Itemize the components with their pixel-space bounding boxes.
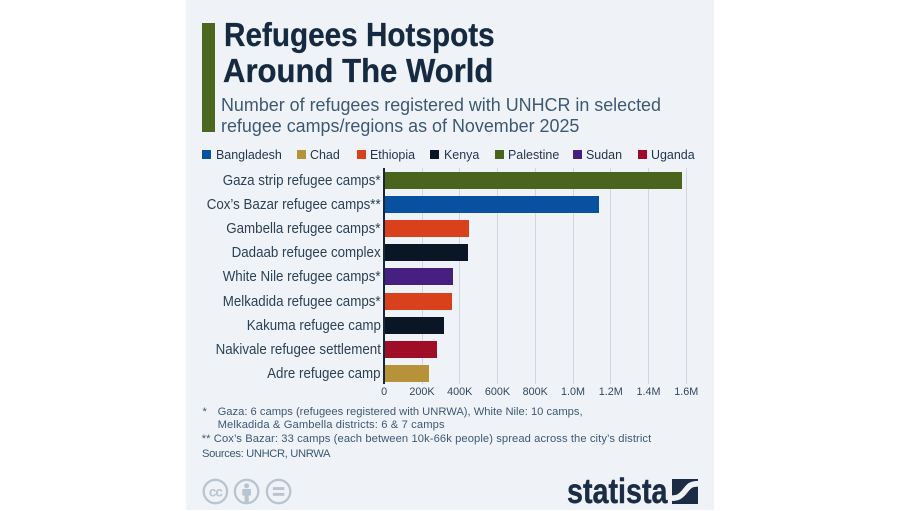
svg-text:cc: cc [209,484,224,499]
